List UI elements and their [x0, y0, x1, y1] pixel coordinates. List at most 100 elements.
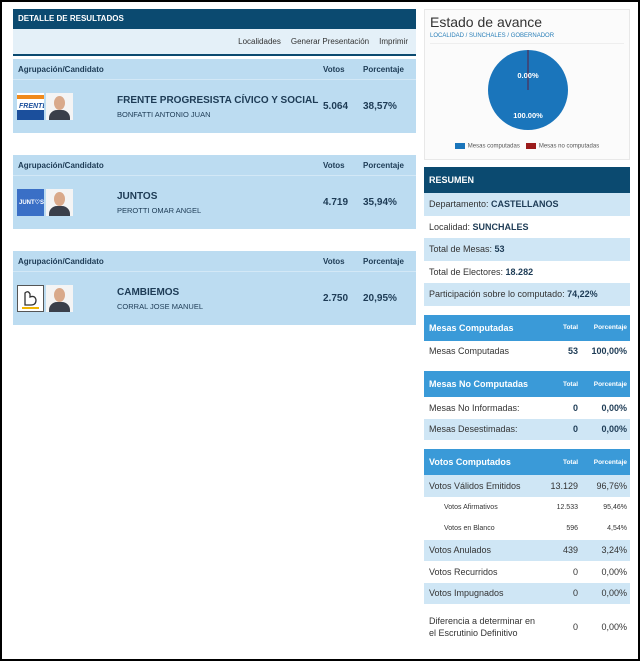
row-total: 596: [566, 525, 578, 533]
col-pct: Porcentaje: [593, 380, 627, 388]
col-votes: Votos: [323, 160, 345, 170]
localidades-link[interactable]: Localidades: [238, 37, 281, 46]
result-row: JUNT♡S JUNTOS PEROTTI OMAR ANGEL 4.719 35,…: [13, 176, 416, 229]
resumen-row: Localidad: SUNCHALES: [424, 216, 630, 239]
row-label: Votos Afirmativos: [444, 503, 498, 511]
votos_computados-header: Votos Computados Total Porcentaje: [424, 449, 630, 475]
row-total: 12.533: [556, 503, 578, 511]
row-label: Mesas Computadas: [429, 346, 510, 357]
pct-value: 35,94%: [363, 197, 397, 208]
row-pct: 4,54%: [607, 525, 627, 533]
mesas_computadas-header: Mesas Computadas Total Porcentaje: [424, 314, 630, 341]
pie-legend: Mesas computadas Mesas no computadas: [430, 143, 624, 150]
resumen-value: SUNCHALES: [472, 221, 529, 232]
table-row: Votos Afirmativos 12.533 95,46%: [424, 497, 630, 519]
legend-swatch: [525, 143, 536, 149]
row-label: Mesas Desestimadas:: [429, 424, 518, 435]
resumen-label: Total de Electores:: [429, 266, 506, 277]
candidate-photo: [46, 93, 73, 120]
resumen-label: Total de Mesas:: [429, 244, 495, 254]
breadcrumb[interactable]: LOCALIDAD / SUNCHALES / GOBERNADOR: [430, 33, 624, 44]
progress-pie-chart: 0.00% 100.00%: [488, 50, 568, 130]
row-pct: 0,00%: [601, 622, 627, 632]
table-row: Diferencia a determinar en el Escrutinio…: [424, 604, 630, 650]
col-pct: Porcentaje: [593, 324, 627, 331]
result-header: Agrupación/Candidato Votos Porcentaje: [13, 155, 416, 176]
row-total: 0: [572, 402, 578, 413]
party-logo-text: JUNT♡S: [19, 199, 44, 206]
result-card: Agrupación/Candidato Votos Porcentaje JUNT…: [13, 155, 416, 229]
legend-item[interactable]: Mesas no computadas: [525, 143, 600, 150]
resumen-label: Localidad:: [429, 221, 473, 232]
results-toolbar: Localidades Generar Presentación Imprimi…: [13, 29, 416, 56]
legend-item[interactable]: Mesas computadas: [454, 143, 520, 150]
resumen-title: RESUMEN: [424, 167, 630, 193]
party-logo: [17, 285, 44, 312]
result-row: FRENTE FRENTE PROGRESISTA CÍVICO Y SOCIA…: [13, 80, 416, 133]
row-label: Mesas No Informadas:: [429, 402, 520, 413]
col-total: Total: [562, 458, 578, 466]
resumen-value: CASTELLANOS: [491, 199, 559, 209]
col-votes: Votos: [323, 64, 345, 74]
result-row: CAMBIEMOS CORRAL JOSE MANUEL 2.750 20,95%: [13, 272, 416, 325]
row-pct: 3,24%: [601, 545, 627, 556]
resumen-row: Total de Mesas: 53: [424, 238, 630, 261]
row-label: Votos en Blanco: [444, 525, 495, 533]
table-row: Votos Impugnados 0 0,00%: [424, 582, 630, 604]
col-pct: Porcentaje: [593, 458, 627, 466]
party-logo-text: FRENTE: [19, 103, 44, 110]
row-total: 53: [567, 346, 578, 357]
pie-label: 0.00%: [517, 71, 539, 80]
result-card: Agrupación/Candidato Votos Porcentaje FREN…: [13, 59, 416, 133]
row-pct: 0,00%: [601, 402, 627, 413]
resumen-value: 74,22%: [567, 289, 598, 299]
row-label: Votos Válidos Emitidos: [429, 480, 521, 491]
candidate-name: BONFATTI ANTONIO JUAN: [117, 109, 211, 119]
col-pct: Porcentaje: [363, 64, 404, 74]
col-pct: Porcentaje: [363, 160, 404, 170]
row-pct: 96,76%: [596, 480, 627, 491]
row-total: 13.129: [550, 480, 578, 491]
mesas_no_computadas-header: Mesas No Computadas Total Porcentaje: [424, 371, 630, 397]
row-total: 0: [572, 588, 578, 599]
col-votes: Votos: [323, 256, 345, 266]
row-pct: 0,00%: [601, 588, 627, 599]
estado-avance: Estado de avance LOCALIDAD / SUNCHALES /…: [424, 9, 630, 160]
result-header: Agrupación/Candidato Votos Porcentaje: [13, 59, 416, 80]
col-party: Agrupación/Candidato: [18, 256, 104, 266]
col-pct: Porcentaje: [363, 256, 404, 266]
legend-swatch: [454, 143, 465, 149]
votes-value: 5.064: [323, 101, 349, 112]
imprimir-link[interactable]: Imprimir: [379, 37, 408, 46]
pct-value: 38,57%: [363, 101, 397, 112]
table-title: Mesas Computadas: [429, 322, 514, 333]
results-title: DETALLE DE RESULTADOS: [13, 9, 416, 29]
col-party: Agrupación/Candidato: [18, 160, 104, 170]
party-logo: FRENTE: [17, 93, 44, 120]
resumen-label: Participación sobre lo computado:: [429, 289, 568, 299]
table-row: Votos Válidos Emitidos 13.129 96,76%: [424, 475, 630, 497]
row-label: Diferencia a determinar en el Escrutinio…: [429, 616, 536, 638]
resumen-label: Departamento:: [429, 199, 492, 209]
candidate-photo: [46, 285, 73, 312]
table-row: Votos Anulados 439 3,24%: [424, 539, 630, 561]
row-total: 0: [572, 566, 578, 577]
resumen-row: Departamento: CASTELLANOS: [424, 193, 630, 216]
resumen-value: 53: [494, 244, 505, 254]
candidate-name: CORRAL JOSE MANUEL: [117, 301, 203, 311]
pie-label: 100.00%: [513, 111, 543, 120]
resumen-value: 18.282: [505, 266, 534, 277]
row-total: 0: [572, 424, 578, 435]
party-name: CAMBIEMOS: [117, 286, 180, 298]
party-name: FRENTE PROGRESISTA CÍVICO Y SOCIAL: [117, 94, 319, 106]
legend-label: Mesas no computadas: [538, 143, 600, 150]
results-panel: DETALLE DE RESULTADOS Localidades Genera…: [13, 9, 416, 325]
result-header: Agrupación/Candidato Votos Porcentaje: [13, 251, 416, 272]
row-label: Votos Impugnados: [429, 588, 504, 599]
table-title: Votos Computados: [429, 457, 511, 467]
col-party: Agrupación/Candidato: [18, 64, 104, 74]
legend-label: Mesas computadas: [467, 143, 520, 150]
table-title: Mesas No Computadas: [429, 379, 529, 389]
resumen-row: Participación sobre lo computado: 74,22%: [424, 283, 630, 306]
generar-presentacion-link[interactable]: Generar Presentación: [290, 37, 370, 46]
